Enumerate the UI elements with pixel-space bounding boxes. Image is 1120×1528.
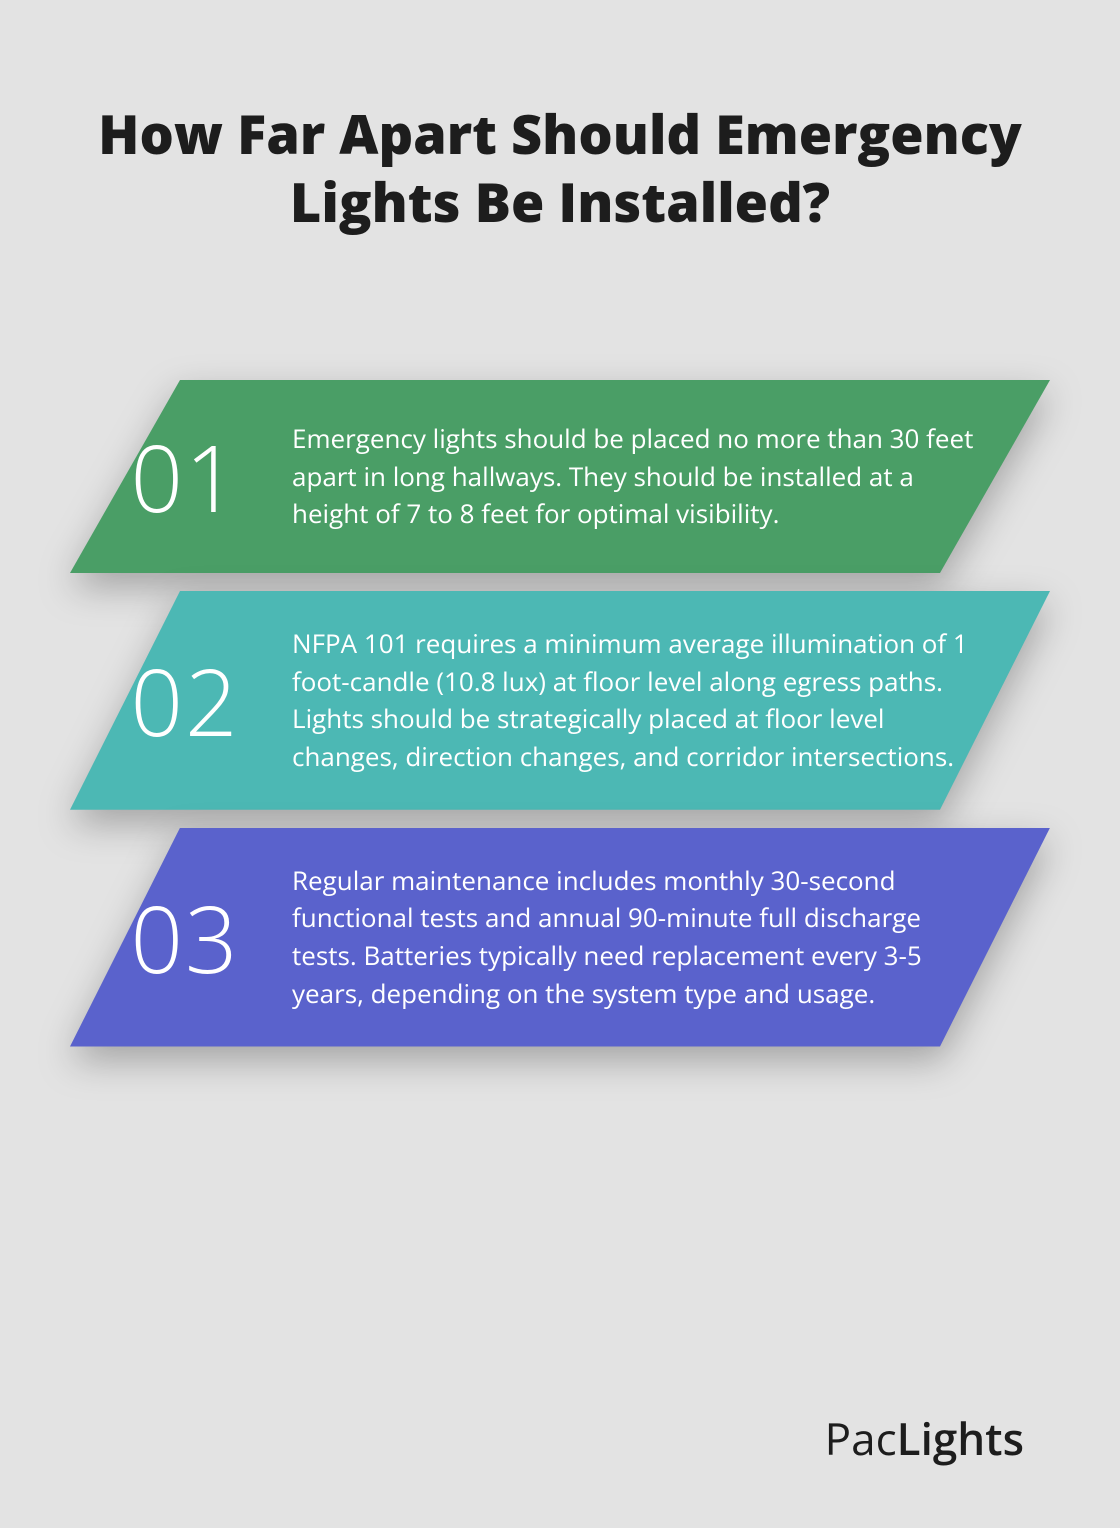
- card-3: 03 Regular maintenance includes monthly …: [70, 828, 1050, 1047]
- card-2: 02 NFPA 101 requires a minimum average i…: [70, 591, 1050, 810]
- card-list: 01 Emergency lights should be placed no …: [70, 380, 1050, 1065]
- brand-suffix: Lights: [897, 1408, 1024, 1468]
- brand-prefix: Pac: [825, 1408, 897, 1468]
- card-1: 01 Emergency lights should be placed no …: [70, 380, 1050, 573]
- brand-logo: PacLights: [825, 1408, 1024, 1468]
- card-3-number: 03: [110, 875, 260, 1000]
- card-3-inner: 03 Regular maintenance includes monthly …: [70, 828, 1050, 1047]
- card-3-body: Regular maintenance includes monthly 30-…: [292, 862, 990, 1013]
- card-2-number: 02: [110, 638, 260, 763]
- card-2-body: NFPA 101 requires a minimum average illu…: [292, 625, 990, 776]
- card-1-number: 01: [110, 414, 260, 539]
- card-2-inner: 02 NFPA 101 requires a minimum average i…: [70, 591, 1050, 810]
- card-1-body: Emergency lights should be placed no mor…: [292, 420, 990, 533]
- page-title: How Far Apart Should Emergency Lights Be…: [70, 100, 1050, 235]
- card-1-inner: 01 Emergency lights should be placed no …: [70, 380, 1050, 573]
